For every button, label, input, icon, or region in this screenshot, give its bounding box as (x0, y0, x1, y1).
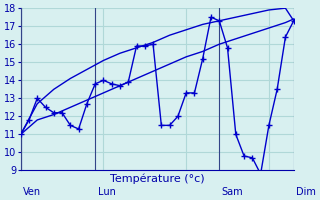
Text: Dim: Dim (296, 187, 316, 197)
Text: Lun: Lun (98, 187, 116, 197)
Text: Sam: Sam (222, 187, 243, 197)
X-axis label: Température (°c): Température (°c) (110, 173, 204, 184)
Text: Ven: Ven (23, 187, 41, 197)
